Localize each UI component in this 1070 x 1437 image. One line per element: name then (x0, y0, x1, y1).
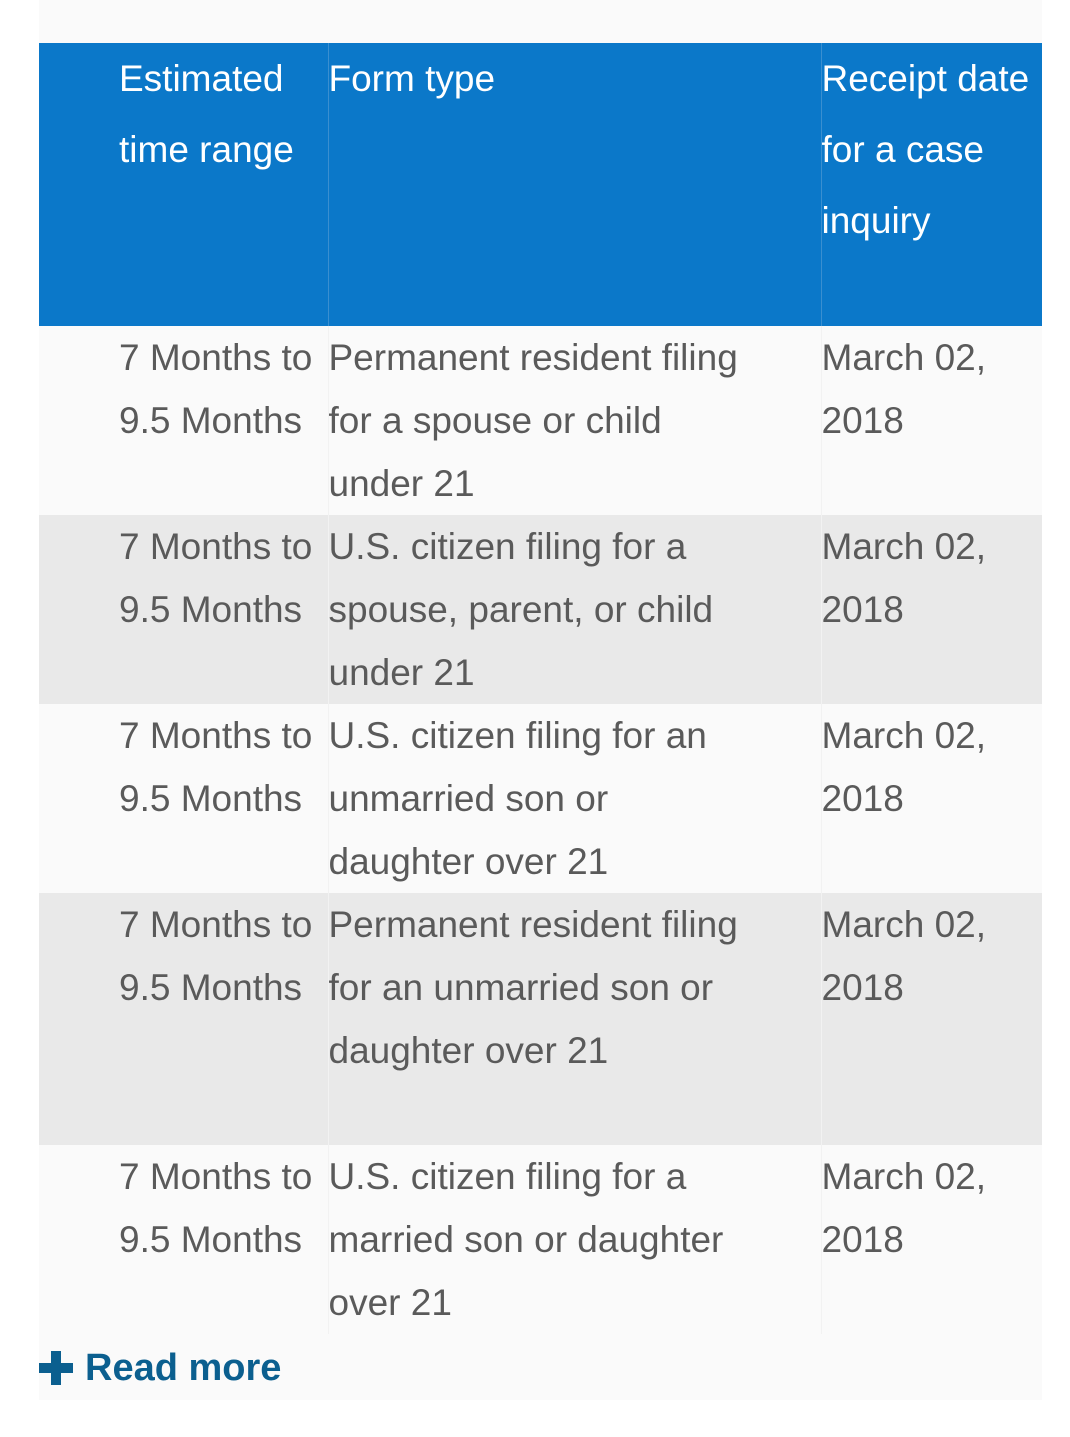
cell-form-type: Permanent resident filing for an unmarri… (327, 893, 821, 1145)
processing-times-table: Estimated time range Form type Receipt d… (39, 43, 1042, 1334)
cell-receipt-date: March 02, 2018 (820, 1145, 1042, 1334)
table-header-row: Estimated time range Form type Receipt d… (39, 43, 1042, 326)
cell-form-type: U.S. citizen filing for an unmarried son… (327, 704, 821, 893)
cell-receipt-date: March 02, 2018 (820, 704, 1042, 893)
cell-time-range: 7 Months to 9.5 Months (39, 893, 328, 1145)
cell-form-type: U.S. citizen filing for a married son or… (327, 1145, 821, 1334)
cell-time-range: 7 Months to 9.5 Months (39, 1145, 328, 1334)
cell-time-range: 7 Months to 9.5 Months (39, 704, 328, 893)
header-receipt-date: Receipt date for a case inquiry (820, 43, 1042, 326)
header-estimated-time-range: Estimated time range (39, 43, 328, 326)
cell-receipt-date: March 02, 2018 (820, 326, 1042, 515)
table-row: 7 Months to 9.5 Months U.S. citizen fili… (39, 1145, 1042, 1334)
cell-form-type: Permanent resident filing for a spouse o… (327, 326, 821, 515)
table-row: 7 Months to 9.5 Months Permanent residen… (39, 893, 1042, 1145)
cell-receipt-date: March 02, 2018 (820, 893, 1042, 1145)
cell-receipt-date: March 02, 2018 (820, 515, 1042, 704)
read-more-label: Read more (85, 1346, 282, 1389)
table-row: 7 Months to 9.5 Months U.S. citizen fili… (39, 515, 1042, 704)
header-form-type: Form type (327, 43, 821, 326)
read-more-link[interactable]: Read more (39, 1342, 281, 1394)
plus-icon (39, 1351, 73, 1385)
cell-time-range: 7 Months to 9.5 Months (39, 326, 328, 515)
table-row: 7 Months to 9.5 Months U.S. citizen fili… (39, 704, 1042, 893)
table-row: 7 Months to 9.5 Months Permanent residen… (39, 326, 1042, 515)
cell-form-type: U.S. citizen filing for a spouse, parent… (327, 515, 821, 704)
cell-time-range: 7 Months to 9.5 Months (39, 515, 328, 704)
